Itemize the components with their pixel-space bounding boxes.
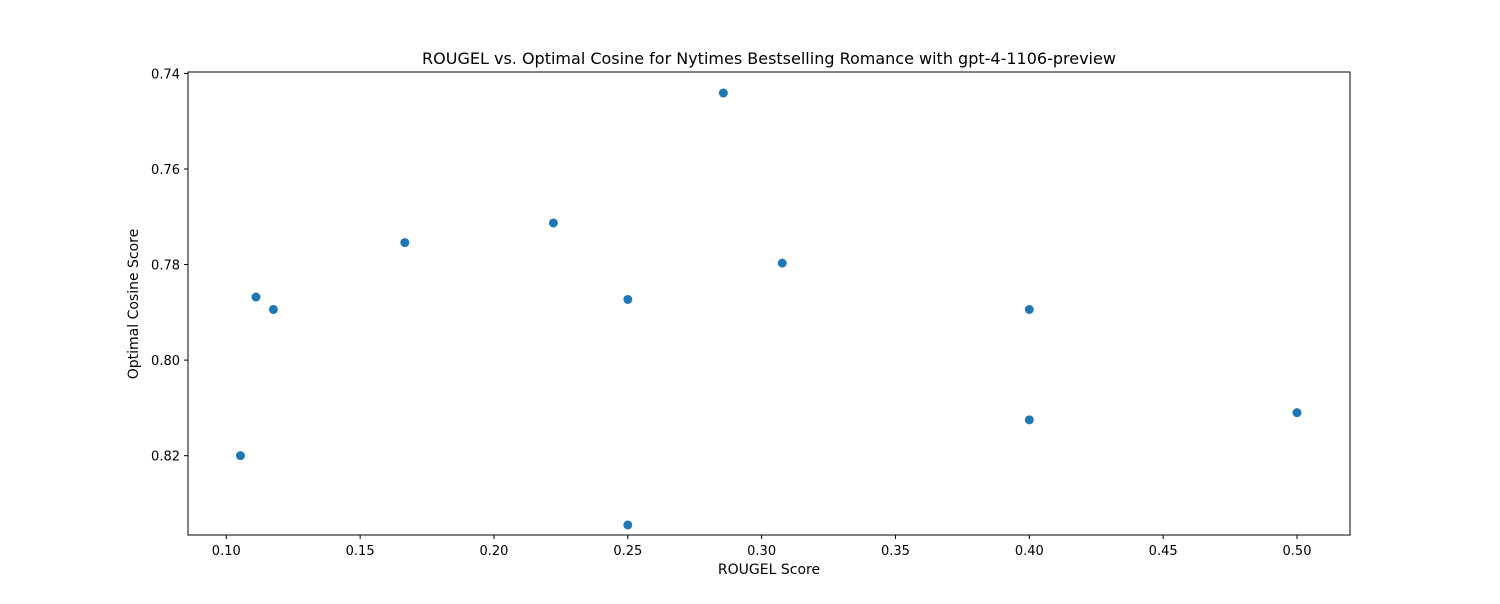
data-point — [235, 451, 245, 461]
data-point — [268, 304, 278, 314]
data-point — [548, 218, 558, 228]
y-tick-label: 0.74 — [151, 67, 180, 82]
data-point — [718, 88, 728, 98]
x-tick-label: 0.20 — [479, 544, 508, 559]
chart-title: ROUGEL vs. Optimal Cosine for Nytimes Be… — [422, 49, 1116, 68]
plot-frame — [187, 71, 1351, 536]
data-point — [777, 258, 787, 268]
data-point — [1292, 408, 1302, 418]
x-tick-label: 0.25 — [613, 544, 642, 559]
plot-area: 0.10 0.15 0.20 0.25 0.30 0.35 0.40 0.45 0.50 0.74… — [151, 67, 1351, 559]
y-tick-label: 0.78 — [151, 259, 180, 274]
data-point — [623, 520, 633, 530]
y-tick-label: 0.80 — [151, 354, 180, 369]
data-point — [251, 292, 261, 302]
x-tick-label: 0.35 — [881, 544, 910, 559]
x-axis-label: ROUGEL Score — [718, 562, 820, 578]
x-tick-label: 0.15 — [346, 544, 375, 559]
data-point — [623, 294, 633, 304]
data-point — [1024, 415, 1034, 425]
data-point — [400, 238, 410, 248]
x-tick-label: 0.50 — [1283, 544, 1312, 559]
y-axis-label: Optimal Cosine Score — [126, 229, 142, 380]
x-tick-label: 0.10 — [212, 544, 241, 559]
y-tick-label: 0.76 — [151, 163, 180, 178]
x-tick-label: 0.45 — [1149, 544, 1178, 559]
y-tick-label: 0.82 — [151, 450, 180, 465]
x-tick-label: 0.30 — [747, 544, 776, 559]
x-tick-label: 0.40 — [1015, 544, 1044, 559]
data-point — [1024, 304, 1034, 314]
